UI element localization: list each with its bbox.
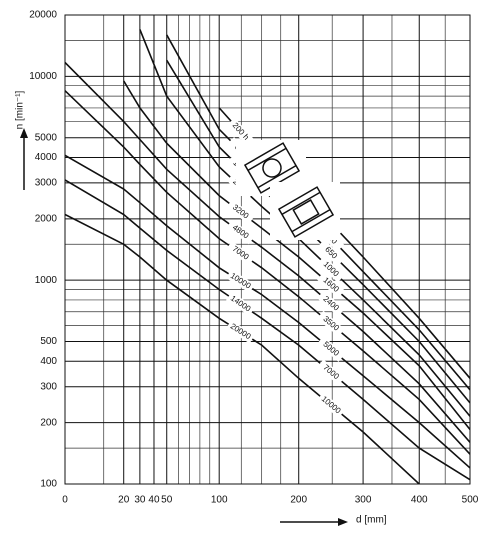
curve-label-background (317, 290, 345, 317)
roller-bearing-icon (277, 186, 335, 238)
y-tick-label: 1000 (35, 275, 58, 286)
curve-label-background (226, 291, 255, 316)
x-tick-label: 50 (161, 495, 173, 506)
life-curve (123, 80, 470, 430)
curves (65, 29, 470, 484)
x-tick-label: 100 (211, 495, 228, 506)
x-axis-label: d [mm] (356, 515, 387, 526)
curve-label: 20000 (229, 322, 253, 342)
curve-label-background (316, 359, 345, 386)
x-tick-label: 200 (290, 495, 307, 506)
curve-label-background (316, 336, 345, 362)
x-tick-label: 300 (355, 495, 372, 506)
x-tick-label: 400 (411, 495, 428, 506)
y-axis-label: n [min⁻¹] (15, 90, 26, 129)
curve-label-background (316, 392, 345, 418)
x-arrow-head (338, 518, 348, 526)
curve-label-background (316, 310, 345, 337)
y-tick-label: 300 (40, 381, 57, 392)
y-tick-label: 4000 (35, 152, 58, 163)
curve-label-background (226, 199, 255, 225)
curve-label-background (225, 269, 255, 293)
curve-label-background (227, 117, 254, 146)
life-curve (65, 61, 470, 443)
grid: 0 20 30 40 50 100 200 300 400 500 100 200 300 400 500 1… (29, 10, 479, 506)
curve-label-background (226, 219, 255, 245)
curve-label-background (226, 241, 255, 266)
life-curve (65, 179, 470, 481)
curve-label-background (317, 239, 345, 267)
x-tick-label: 0 (62, 495, 68, 506)
bearing-icons (236, 140, 340, 240)
y-arrow-head (20, 128, 28, 138)
curve-label-background (225, 320, 255, 344)
y-tick-label: 10000 (29, 71, 57, 82)
y-tick-label: 20000 (29, 10, 57, 21)
x-tick-label: 30 (134, 495, 146, 506)
curve-label: 10000 (229, 271, 253, 291)
y-tick-label: 2000 (35, 213, 58, 224)
x-tick-label: 500 (462, 495, 479, 506)
y-tick-label: 500 (40, 336, 57, 347)
y-tick-label: 400 (40, 356, 57, 367)
curve-label-background (317, 255, 345, 283)
y-tick-label: 100 (40, 479, 57, 490)
curve-label-background (317, 272, 345, 298)
y-tick-label: 200 (40, 417, 57, 428)
ball-bearing-icon (243, 142, 301, 194)
y-tick-label: 5000 (35, 132, 58, 143)
x-tick-label: 40 (148, 495, 160, 506)
x-tick-label: 20 (118, 495, 130, 506)
y-tick-label: 3000 (35, 178, 58, 189)
